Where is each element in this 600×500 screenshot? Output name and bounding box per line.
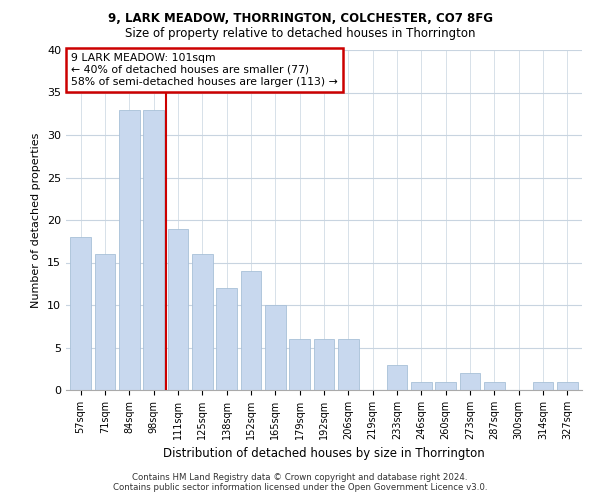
Y-axis label: Number of detached properties: Number of detached properties (31, 132, 41, 308)
Text: 9 LARK MEADOW: 101sqm
← 40% of detached houses are smaller (77)
58% of semi-deta: 9 LARK MEADOW: 101sqm ← 40% of detached … (71, 54, 338, 86)
Bar (265, 305, 286, 390)
Text: 9, LARK MEADOW, THORRINGTON, COLCHESTER, CO7 8FG: 9, LARK MEADOW, THORRINGTON, COLCHESTER,… (107, 12, 493, 26)
Text: Contains HM Land Registry data © Crown copyright and database right 2024.
Contai: Contains HM Land Registry data © Crown c… (113, 473, 487, 492)
Text: Size of property relative to detached houses in Thorrington: Size of property relative to detached ho… (125, 28, 475, 40)
Bar (143, 110, 164, 390)
Bar (119, 110, 140, 390)
Bar (484, 382, 505, 390)
Bar (314, 339, 334, 390)
Bar (167, 228, 188, 390)
Bar (436, 382, 456, 390)
Bar (411, 382, 432, 390)
X-axis label: Distribution of detached houses by size in Thorrington: Distribution of detached houses by size … (163, 448, 485, 460)
Bar (241, 271, 262, 390)
Bar (70, 237, 91, 390)
Bar (557, 382, 578, 390)
Bar (192, 254, 212, 390)
Bar (216, 288, 237, 390)
Bar (95, 254, 115, 390)
Bar (289, 339, 310, 390)
Bar (460, 373, 481, 390)
Bar (386, 364, 407, 390)
Bar (338, 339, 359, 390)
Bar (533, 382, 553, 390)
